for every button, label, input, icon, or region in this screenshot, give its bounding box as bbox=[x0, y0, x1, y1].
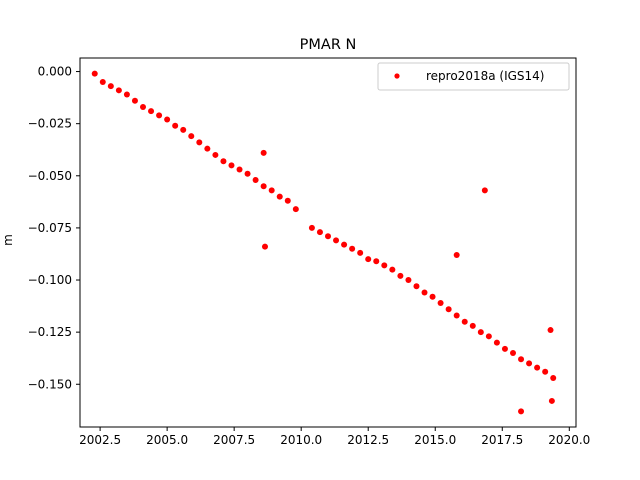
data-point bbox=[107, 83, 114, 90]
data-layer bbox=[91, 70, 557, 415]
data-point bbox=[477, 329, 484, 336]
data-point bbox=[316, 229, 323, 236]
data-point bbox=[204, 145, 211, 152]
data-point bbox=[518, 408, 525, 415]
x-tick-label: 2012.5 bbox=[347, 433, 389, 447]
legend-frame bbox=[377, 62, 570, 91]
data-point bbox=[156, 112, 163, 119]
data-point bbox=[123, 91, 130, 98]
data-point bbox=[413, 283, 420, 290]
data-point bbox=[445, 306, 452, 313]
data-point bbox=[453, 252, 460, 259]
data-point bbox=[481, 187, 488, 194]
axes-layer: 2002.5 2005.0 2007.5 2010.0 2012.5 2015.0 2017… bbox=[28, 65, 591, 447]
x-tick-label: 2010.0 bbox=[280, 433, 322, 447]
axes-frame bbox=[79, 57, 577, 428]
data-point bbox=[252, 176, 259, 183]
y-tick-label: −0.100 bbox=[28, 273, 72, 287]
data-point bbox=[405, 277, 412, 284]
data-point bbox=[261, 243, 268, 250]
data-point bbox=[389, 266, 396, 273]
data-point bbox=[461, 318, 468, 325]
data-point bbox=[333, 237, 340, 244]
y-tick-label: −0.025 bbox=[28, 117, 72, 131]
data-point bbox=[437, 299, 444, 306]
data-point bbox=[276, 193, 283, 200]
x-tick-label: 2020.0 bbox=[548, 433, 590, 447]
y-axis-label: m bbox=[1, 234, 15, 246]
data-point bbox=[172, 122, 179, 129]
data-point bbox=[526, 360, 533, 367]
data-point bbox=[469, 322, 476, 329]
data-point bbox=[244, 170, 251, 177]
data-point bbox=[381, 262, 388, 269]
data-point bbox=[284, 197, 291, 204]
data-point bbox=[99, 78, 106, 85]
x-tick-label: 2002.5 bbox=[79, 433, 121, 447]
data-point bbox=[115, 87, 122, 94]
data-point bbox=[493, 339, 500, 346]
x-tick-label: 2017.5 bbox=[481, 433, 523, 447]
y-tick-label: 0.000 bbox=[38, 65, 72, 79]
x-tick-label: 2015.0 bbox=[414, 433, 456, 447]
data-point bbox=[140, 103, 147, 110]
y-tick-label: −0.050 bbox=[28, 169, 72, 183]
data-point bbox=[373, 258, 380, 265]
data-point bbox=[542, 368, 549, 375]
data-point bbox=[453, 312, 460, 319]
data-point bbox=[518, 356, 525, 363]
legend: repro2018a (IGS14) bbox=[377, 62, 570, 91]
data-point bbox=[260, 183, 267, 190]
data-point bbox=[421, 289, 428, 296]
data-point bbox=[188, 133, 195, 140]
y-tick-label: −0.150 bbox=[28, 377, 72, 391]
data-point bbox=[308, 224, 315, 231]
y-tick-label: −0.075 bbox=[28, 221, 72, 235]
data-point bbox=[91, 70, 98, 77]
data-point bbox=[180, 126, 187, 133]
y-tick-label: −0.125 bbox=[28, 325, 72, 339]
data-point bbox=[164, 116, 171, 123]
data-point bbox=[365, 256, 372, 263]
data-point bbox=[260, 149, 267, 156]
data-point bbox=[220, 158, 227, 165]
data-point bbox=[196, 139, 203, 146]
data-point bbox=[292, 206, 299, 213]
data-point bbox=[349, 245, 356, 252]
data-point bbox=[429, 293, 436, 300]
data-point bbox=[397, 272, 404, 279]
data-point bbox=[325, 233, 331, 240]
data-point bbox=[501, 345, 508, 352]
data-point bbox=[131, 97, 138, 104]
data-point bbox=[485, 333, 492, 340]
x-tick-label: 2005.0 bbox=[146, 433, 188, 447]
legend-label: repro2018a (IGS14) bbox=[426, 69, 544, 83]
x-tick-label: 2007.5 bbox=[213, 433, 255, 447]
data-point bbox=[509, 349, 516, 356]
data-point bbox=[550, 375, 557, 382]
data-point bbox=[534, 364, 541, 371]
data-point bbox=[148, 108, 155, 115]
data-point bbox=[341, 241, 348, 248]
data-point bbox=[228, 162, 235, 169]
chart-title: PMAR N bbox=[300, 37, 357, 53]
data-point bbox=[547, 327, 554, 334]
data-point bbox=[268, 187, 275, 194]
data-point bbox=[236, 166, 243, 173]
legend-marker bbox=[394, 73, 400, 79]
data-point bbox=[357, 249, 364, 256]
data-point bbox=[548, 397, 555, 404]
data-point bbox=[212, 151, 219, 158]
